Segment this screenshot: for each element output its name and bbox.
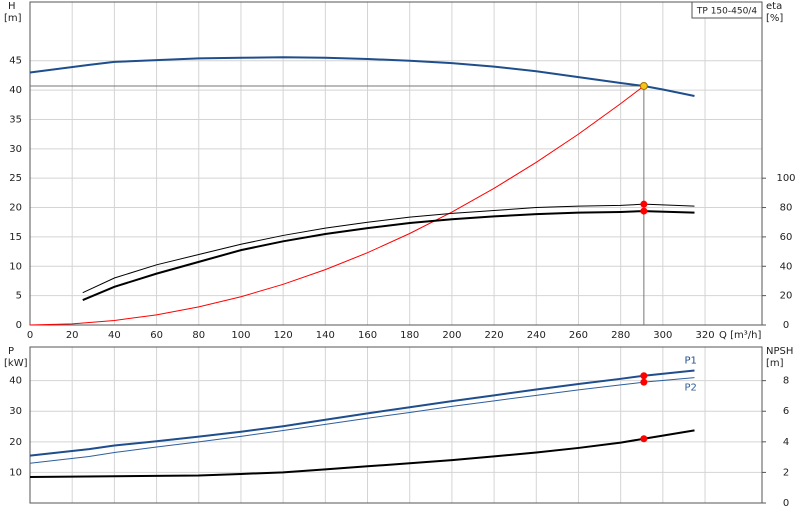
y2-tick-label: 6 — [783, 406, 789, 417]
y-axis-unit: [kW] — [4, 358, 28, 369]
marker — [640, 372, 648, 380]
series-line — [29, 56, 695, 97]
y-tick-label: 35 — [9, 114, 22, 125]
plot-frame — [29, 1, 763, 326]
y2-tick-label: 4 — [783, 437, 789, 448]
series-line — [82, 210, 695, 301]
x-tick-label: 240 — [527, 330, 546, 341]
marker — [639, 81, 648, 90]
y-axis-label: P — [8, 346, 14, 357]
x-tick-label: 260 — [569, 330, 588, 341]
y2-axis-label: eta — [766, 1, 782, 12]
series-label: P2 — [684, 383, 696, 394]
y2-tick-label: 80 — [780, 203, 793, 214]
y2-tick-label: 0 — [783, 320, 789, 331]
marker — [640, 207, 648, 215]
x-tick-label: 60 — [150, 330, 163, 341]
y-tick-label: 30 — [9, 144, 22, 155]
x-tick-label: 160 — [358, 330, 377, 341]
y2-tick-label: 20 — [780, 291, 793, 302]
x-tick-label: 80 — [192, 330, 205, 341]
y-tick-label: 10 — [9, 467, 22, 478]
series-line — [29, 377, 695, 464]
x-tick-label: 320 — [695, 330, 714, 341]
x-tick-label: 200 — [442, 330, 461, 341]
x-tick-label: 300 — [653, 330, 672, 341]
y-tick-label: 45 — [9, 56, 22, 67]
title-box — [691, 1, 763, 19]
y-tick-label: 30 — [9, 406, 22, 417]
series-line — [29, 429, 695, 478]
series-line — [29, 369, 695, 457]
y-tick-label: 5 — [16, 291, 22, 302]
x-tick-label: 120 — [274, 330, 293, 341]
y2-axis-unit: [%] — [766, 13, 783, 24]
y-tick-label: 40 — [9, 376, 22, 387]
x-tick-label: 20 — [66, 330, 79, 341]
y2-tick-label: 8 — [783, 376, 789, 387]
marker — [640, 200, 648, 208]
y-axis-unit: [m] — [4, 13, 22, 24]
y-axis-label: H — [8, 1, 16, 12]
series-label: P1 — [684, 356, 696, 367]
y-tick-label: 40 — [9, 85, 22, 96]
y2-axis-unit: [m] — [766, 358, 784, 369]
x-axis-label: Q [m³/h] — [719, 330, 761, 341]
y-tick-label: 20 — [9, 203, 22, 214]
y-tick-label: 0 — [16, 320, 22, 331]
y-tick-label: 20 — [9, 437, 22, 448]
chart-title: TP 150-450/4 — [696, 7, 757, 17]
series-line — [82, 203, 695, 294]
y2-tick-label: 2 — [783, 467, 789, 478]
x-tick-label: 220 — [485, 330, 504, 341]
x-tick-label: 0 — [27, 330, 33, 341]
series-line — [29, 85, 645, 326]
y-tick-label: 10 — [9, 261, 22, 272]
y2-tick-label: 40 — [780, 261, 793, 272]
marker — [640, 378, 648, 386]
x-tick-label: 280 — [611, 330, 630, 341]
y-tick-label: 15 — [9, 232, 22, 243]
y2-tick-label: 60 — [780, 232, 793, 243]
y2-tick-label: 0 — [783, 498, 789, 509]
x-tick-label: 180 — [400, 330, 419, 341]
x-tick-label: 40 — [108, 330, 121, 341]
x-tick-label: 100 — [231, 330, 250, 341]
y-tick-label: 25 — [9, 173, 22, 184]
y2-axis-label: NPSH — [766, 346, 793, 357]
y2-tick-label: 100 — [776, 173, 795, 184]
marker — [640, 435, 648, 443]
plot-frame — [29, 346, 763, 504]
x-tick-label: 140 — [316, 330, 335, 341]
